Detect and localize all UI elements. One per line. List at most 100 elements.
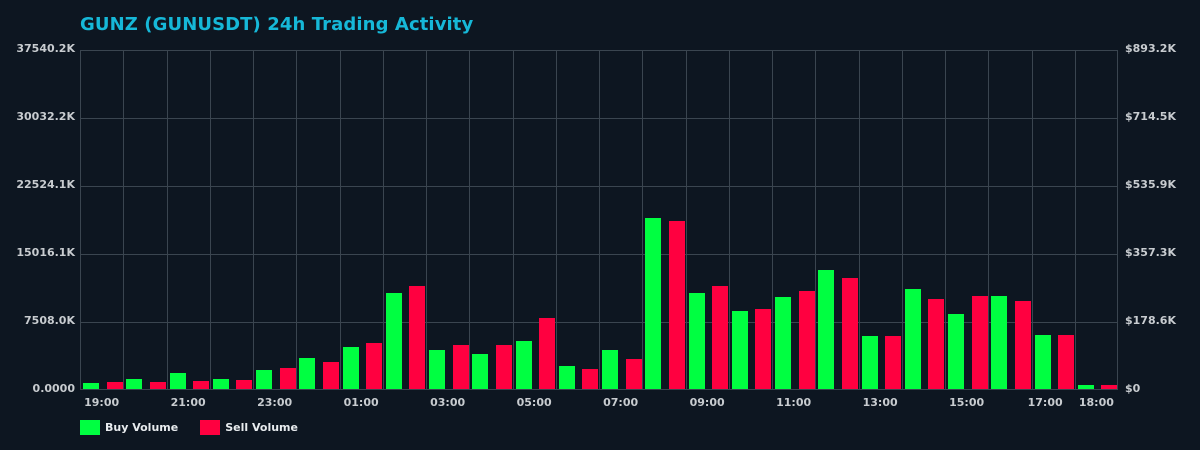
vertical-gridline (599, 51, 600, 389)
sell-volume-bar[interactable] (322, 362, 339, 389)
vertical-gridline (123, 51, 125, 389)
vertical-gridline (988, 51, 990, 389)
sell-volume-bar[interactable] (279, 368, 296, 389)
sell-volume-bar[interactable] (539, 318, 555, 389)
left-axis-tick-label: 15016.1K (16, 246, 75, 259)
vertical-gridline (382, 51, 384, 389)
sell-volume-bar[interactable] (798, 290, 815, 389)
sell-volume-bar[interactable] (755, 308, 772, 389)
buy-volume-bar[interactable] (256, 370, 272, 389)
vertical-gridline (512, 51, 514, 389)
right-axis-tick-label: $535.9K (1125, 178, 1176, 191)
right-axis-tick-label: $0 (1125, 382, 1141, 395)
sell-volume-bar[interactable] (1014, 300, 1031, 389)
sell-volume-bar[interactable] (495, 345, 512, 389)
vertical-gridline (1031, 51, 1033, 389)
buy-volume-bar[interactable] (472, 354, 489, 389)
buy-volume-bar[interactable] (904, 288, 921, 389)
vertical-gridline (166, 51, 168, 389)
sell-volume-bar[interactable] (149, 382, 166, 389)
buy-volume-bar[interactable] (1034, 335, 1051, 389)
x-axis-tick-label: 15:00 (949, 396, 985, 409)
buy-volume-bar[interactable] (515, 341, 532, 389)
buy-volume-bar[interactable] (688, 292, 705, 389)
buy-volume-bar[interactable] (429, 350, 445, 389)
vertical-gridline (296, 51, 298, 389)
left-axis-tick-label: 0.0000 (32, 382, 75, 395)
x-axis-tick-label: 13:00 (862, 396, 898, 409)
buy-volume-bar[interactable] (991, 295, 1008, 389)
sell-volume-bar[interactable] (366, 343, 382, 389)
legend-item-buy[interactable]: Buy Volume (80, 420, 178, 435)
vertical-gridline (642, 51, 644, 389)
buy-volume-bar[interactable] (212, 379, 229, 389)
left-axis-tick-label: 37540.2K (16, 42, 75, 55)
buy-volume-bar[interactable] (818, 269, 835, 389)
buy-volume-bar[interactable] (775, 296, 791, 389)
x-axis-tick-label: 21:00 (170, 396, 206, 409)
vertical-gridline (253, 51, 254, 389)
sell-volume-bar[interactable] (236, 380, 253, 389)
vertical-gridline (469, 51, 471, 389)
right-axis-tick-label: $357.3K (1125, 246, 1176, 259)
vertical-gridline (901, 51, 903, 389)
x-axis-tick-label: 01:00 (343, 396, 379, 409)
sell-volume-bar[interactable] (841, 277, 858, 389)
legend-label-sell: Sell Volume (225, 421, 298, 434)
left-axis-tick-label: 30032.2K (16, 110, 75, 123)
x-axis-tick-label: 03:00 (430, 396, 466, 409)
buy-volume-bar[interactable] (299, 358, 316, 389)
vertical-gridline (426, 51, 427, 389)
right-axis-tick-label: $893.2K (1125, 42, 1176, 55)
vertical-gridline (555, 51, 557, 389)
sell-volume-bar[interactable] (106, 382, 123, 389)
buy-volume-bar[interactable] (645, 218, 662, 389)
buy-volume-bar[interactable] (558, 366, 575, 389)
sell-volume-bar[interactable] (1101, 385, 1118, 389)
sell-volume-bar[interactable] (885, 336, 901, 389)
buy-volume-bar[interactable] (602, 350, 618, 389)
left-axis-tick-label: 7508.0K (24, 314, 75, 327)
sell-volume-bar[interactable] (1058, 335, 1074, 389)
buy-volume-bar[interactable] (731, 311, 748, 389)
x-axis-tick-label: 19:00 (84, 396, 120, 409)
sell-volume-bar[interactable] (668, 221, 685, 389)
x-axis-tick-label: 05:00 (516, 396, 552, 409)
buy-volume-bar[interactable] (169, 373, 186, 389)
x-axis-tick-label: 23:00 (257, 396, 293, 409)
buy-volume-bar[interactable] (83, 383, 99, 389)
sell-volume-bar[interactable] (971, 295, 988, 389)
vertical-gridline (685, 51, 687, 389)
buy-volume-bar[interactable] (1077, 385, 1094, 389)
vertical-gridline (945, 51, 946, 389)
buy-volume-bar[interactable] (126, 379, 143, 389)
sell-volume-bar[interactable] (582, 369, 599, 389)
right-axis-tick-label: $714.5K (1125, 110, 1176, 123)
sell-volume-bar[interactable] (625, 359, 642, 389)
right-axis-tick-label: $178.6K (1125, 314, 1176, 327)
buy-volume-bar[interactable] (385, 292, 402, 389)
buy-swatch-icon (80, 420, 100, 435)
chart-title: GUNZ (GUNUSDT) 24h Trading Activity (80, 14, 474, 35)
vertical-gridline (728, 51, 730, 389)
x-axis-tick-label: 17:00 (1027, 396, 1063, 409)
sell-swatch-icon (200, 420, 221, 435)
x-axis-tick-label: 09:00 (689, 396, 725, 409)
vertical-gridline (772, 51, 773, 389)
vertical-gridline (815, 51, 817, 389)
vertical-gridline (339, 51, 341, 389)
legend-item-sell[interactable]: Sell Volume (200, 420, 298, 435)
sell-volume-bar[interactable] (712, 285, 728, 389)
sell-volume-bar[interactable] (452, 345, 469, 389)
sell-volume-bar[interactable] (409, 285, 426, 389)
x-axis-tick-label: 11:00 (776, 396, 812, 409)
sell-volume-bar[interactable] (928, 298, 945, 389)
buy-volume-bar[interactable] (342, 347, 359, 389)
buy-volume-bar[interactable] (948, 314, 964, 389)
sell-volume-bar[interactable] (193, 381, 209, 389)
left-axis-tick-label: 22524.1K (16, 178, 75, 191)
vertical-gridline (858, 51, 860, 389)
x-axis-tick-label: 18:00 (1078, 396, 1114, 409)
plot-area (80, 50, 1118, 390)
buy-volume-bar[interactable] (861, 336, 878, 389)
